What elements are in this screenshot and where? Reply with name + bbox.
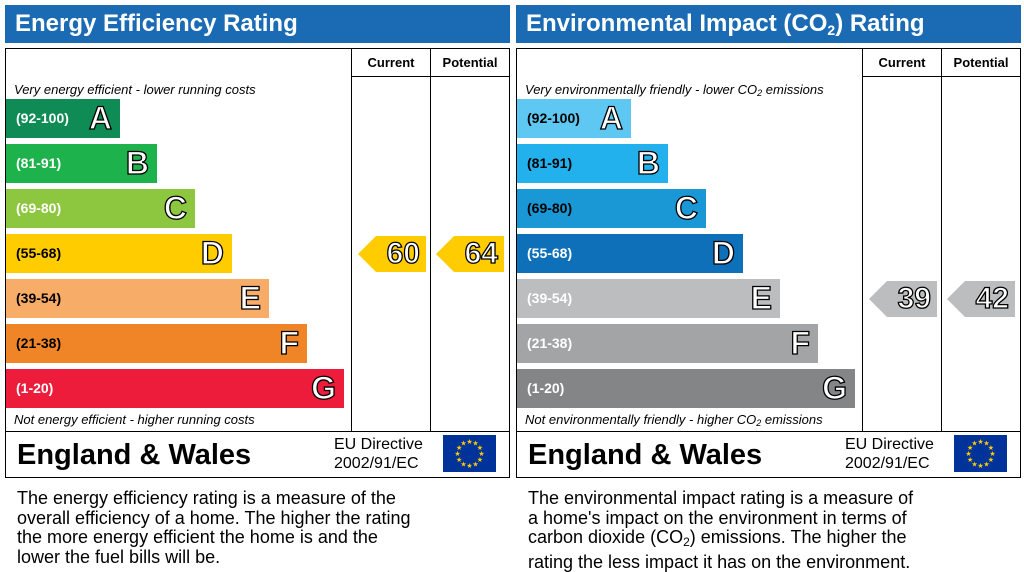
band-b: (81-91) B <box>517 144 668 183</box>
band-range-label: (39-54) <box>16 290 62 306</box>
current-rating-value: 39 <box>897 281 932 315</box>
band-letter: D <box>200 234 224 271</box>
band-range-label: (21-38) <box>16 335 62 351</box>
band-g: (1-20) G <box>6 369 344 408</box>
band-range-label: (69-80) <box>527 200 573 216</box>
svg-text:★: ★ <box>983 460 989 468</box>
svg-text:★: ★ <box>456 456 462 464</box>
band-letter: F <box>279 324 300 361</box>
svg-text:★: ★ <box>989 450 995 458</box>
band-a: (92-100) A <box>517 99 631 138</box>
band-range-label: (21-38) <box>527 335 573 351</box>
region-label: England & Wales <box>528 439 763 471</box>
band-range-label: (92-100) <box>527 110 580 126</box>
svg-text:★: ★ <box>466 462 472 470</box>
energy-rating-chart: Current Potential Very energy efficient … <box>5 48 510 432</box>
svg-text:★: ★ <box>466 438 472 446</box>
environmental-rating-chart: Current Potential Very environmentally f… <box>516 48 1021 432</box>
band-a: (92-100) A <box>6 99 120 138</box>
potential-column-header: Potential <box>953 55 1009 70</box>
bottom-note: Not environmentally friendly - higher CO… <box>525 412 823 428</box>
directive-footer: England & Wales EU Directive 2002/91/EC ★… <box>516 432 1021 478</box>
band-e: (39-54) E <box>6 279 269 318</box>
svg-text:★: ★ <box>967 444 973 452</box>
svg-text:★: ★ <box>460 440 466 448</box>
current-rating-value: 60 <box>386 236 421 270</box>
potential-rating-value: 64 <box>464 236 499 270</box>
svg-text:★: ★ <box>460 460 466 468</box>
svg-text:★: ★ <box>977 438 983 446</box>
band-c: (69-80) C <box>517 189 706 228</box>
band-f: (21-38) F <box>517 324 818 363</box>
potential-rating-arrow: 42 <box>947 280 1015 317</box>
band-letter: E <box>750 279 773 316</box>
current-column-header: Current <box>878 55 926 70</box>
eu-flag-icon: ★ ★ ★ ★ ★ ★ ★ ★ ★ ★ ★ ★ <box>443 435 496 472</box>
band-letter: C <box>163 189 187 226</box>
current-rating-arrow: 60 <box>358 235 426 272</box>
region-label: England & Wales <box>17 439 252 471</box>
svg-text:★: ★ <box>456 444 462 452</box>
current-column-header: Current <box>367 55 415 70</box>
svg-text:★: ★ <box>477 444 483 452</box>
top-note: Very energy efficient - lower running co… <box>14 82 256 97</box>
potential-rating-value: 42 <box>975 281 1010 315</box>
bottom-note: Not energy efficient - higher running co… <box>14 412 255 427</box>
eu-directive-text: EU Directive 2002/91/EC <box>845 436 934 472</box>
energy-efficiency-panel: Energy Efficiency Rating Current Potenti… <box>5 0 510 572</box>
band-range-label: (81-91) <box>527 155 573 171</box>
band-range-label: (92-100) <box>16 110 69 126</box>
band-letter: A <box>599 99 623 136</box>
band-range-label: (1-20) <box>16 380 54 396</box>
svg-text:★: ★ <box>967 456 973 464</box>
energy-efficiency-title: Energy Efficiency Rating <box>5 5 510 43</box>
band-b: (81-91) B <box>6 144 157 183</box>
band-d: (55-68) D <box>517 234 743 273</box>
band-c: (69-80) C <box>6 189 195 228</box>
band-range-label: (39-54) <box>527 290 573 306</box>
band-letter: C <box>674 189 698 226</box>
svg-text:★: ★ <box>478 450 484 458</box>
band-letter: G <box>310 369 336 406</box>
band-range-label: (69-80) <box>16 200 62 216</box>
band-letter: B <box>636 144 660 181</box>
svg-text:★: ★ <box>472 460 478 468</box>
band-range-label: (55-68) <box>16 245 62 261</box>
svg-text:★: ★ <box>988 444 994 452</box>
band-f: (21-38) F <box>6 324 307 363</box>
eu-directive-text: EU Directive 2002/91/EC <box>334 436 423 472</box>
svg-text:★: ★ <box>988 456 994 464</box>
band-letter: G <box>821 369 847 406</box>
environmental-impact-panel: Environmental Impact (CO2) Rating Curren… <box>516 0 1021 572</box>
band-letter: F <box>790 324 811 361</box>
svg-text:★: ★ <box>971 440 977 448</box>
svg-text:★: ★ <box>965 450 971 458</box>
potential-rating-arrow: 64 <box>436 235 504 272</box>
band-g: (1-20) G <box>517 369 855 408</box>
potential-column-header: Potential <box>442 55 498 70</box>
environmental-description: The environmental impact rating is a mea… <box>528 488 914 572</box>
current-rating-arrow: 39 <box>869 280 937 317</box>
environmental-impact-title: Environmental Impact (CO2) Rating <box>516 5 1021 43</box>
band-e: (39-54) E <box>517 279 780 318</box>
band-letter: B <box>125 144 149 181</box>
band-range-label: (55-68) <box>527 245 573 261</box>
energy-description: The energy efficiency rating is a measur… <box>17 488 411 567</box>
band-d: (55-68) D <box>6 234 232 273</box>
svg-text:★: ★ <box>983 440 989 448</box>
eu-flag-icon: ★ ★ ★ ★ ★ ★ ★ ★ ★ ★ ★ ★ <box>954 435 1007 472</box>
svg-text:★: ★ <box>454 450 460 458</box>
band-letter: D <box>711 234 735 271</box>
svg-text:★: ★ <box>477 456 483 464</box>
svg-text:★: ★ <box>472 440 478 448</box>
directive-footer: England & Wales EU Directive 2002/91/EC ★… <box>5 432 510 478</box>
band-range-label: (81-91) <box>16 155 62 171</box>
band-range-label: (1-20) <box>527 380 565 396</box>
top-note: Very environmentally friendly - lower CO… <box>525 82 824 98</box>
band-letter: A <box>88 99 112 136</box>
band-letter: E <box>239 279 262 316</box>
svg-text:★: ★ <box>977 462 983 470</box>
svg-text:★: ★ <box>971 460 977 468</box>
